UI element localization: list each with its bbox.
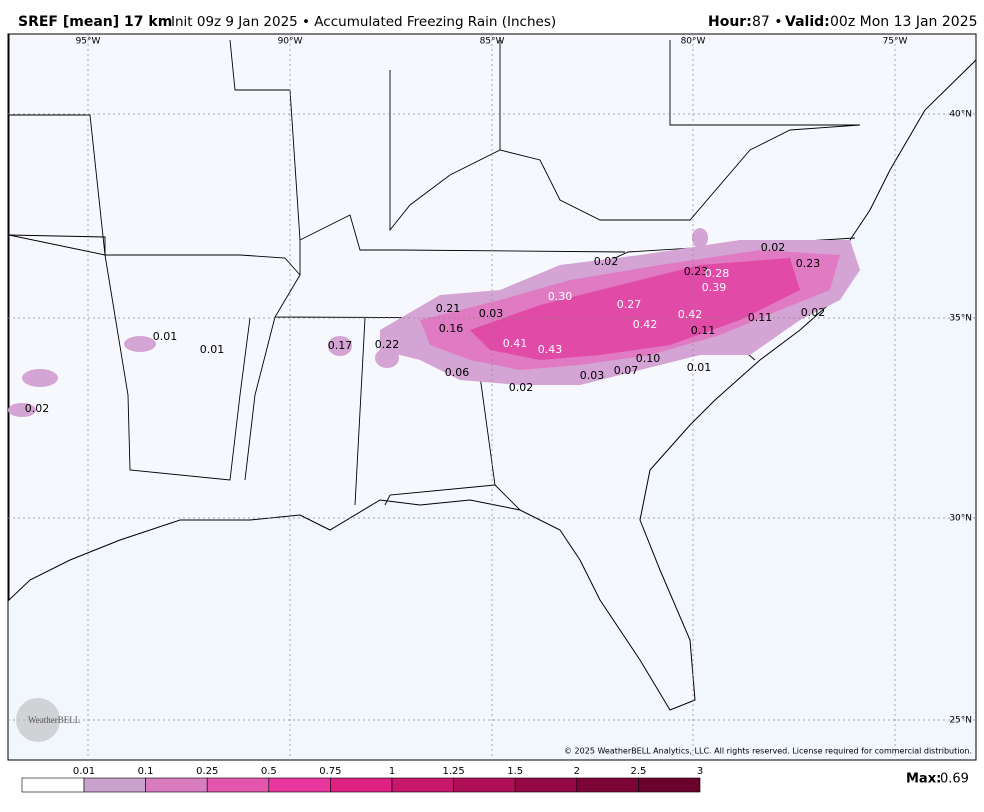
value-label: 0.02 <box>594 255 619 268</box>
legend-label: 2 <box>574 766 580 777</box>
value-label: 0.23 <box>684 265 709 278</box>
legend-swatch <box>576 777 639 793</box>
legend-swatch <box>268 777 331 793</box>
legend-label: 1.25 <box>442 766 464 777</box>
value-label: 0.23 <box>796 257 821 270</box>
value-label: 0.39 <box>702 281 727 294</box>
max-value: 0.69 <box>940 772 969 787</box>
max-label: Max: <box>906 772 941 787</box>
legend-label: 0.75 <box>319 766 341 777</box>
legend-swatch <box>145 777 208 793</box>
valid: 00z Mon 13 Jan 2025 <box>830 14 978 30</box>
value-label: 0.43 <box>538 343 563 356</box>
value-label: 0.27 <box>617 298 642 311</box>
value-label: 0.42 <box>633 318 658 331</box>
value-label: 0.11 <box>691 324 716 337</box>
longitude-label: 80°W <box>681 37 706 47</box>
value-label: 0.11 <box>748 311 773 324</box>
longitude-label: 95°W <box>76 37 101 47</box>
logo-mark <box>16 698 60 742</box>
freezing-rain-area <box>8 228 860 417</box>
value-label: 0.02 <box>25 402 50 415</box>
value-label: 0.03 <box>479 307 504 320</box>
legend-label: 1 <box>389 766 395 777</box>
legend-label: 0.25 <box>196 766 218 777</box>
value-label: 0.28 <box>705 267 730 280</box>
graticule: 95°W 90°W 85°W 80°W 75°W 40°N 35°N 30°N 25°N <box>8 34 976 760</box>
legend-swatch <box>83 777 146 793</box>
value-label: 0.22 <box>375 338 400 351</box>
value-label: 0.10 <box>636 352 661 365</box>
legend-label: 0.01 <box>73 766 95 777</box>
hour-label: Hour: <box>708 14 752 30</box>
copyright: © 2025 WeatherBELL Analytics, LLC. All r… <box>564 747 972 756</box>
value-label: 0.42 <box>678 308 703 321</box>
legend-swatch <box>638 777 701 793</box>
legend-label: 0.1 <box>138 766 154 777</box>
value-label: 0.01 <box>153 330 178 343</box>
latitude-label: 35°N <box>949 314 972 324</box>
legend-label: 3 <box>697 766 703 777</box>
legend-swatch <box>21 777 85 793</box>
value-label: 0.41 <box>503 337 528 350</box>
hour: 87 • <box>752 14 783 30</box>
value-label: 0.21 <box>436 302 461 315</box>
value-label: 0.02 <box>801 306 826 319</box>
logo: WeatherBELL <box>28 715 80 725</box>
legend-swatch <box>391 777 454 793</box>
legend-label: 1.5 <box>507 766 523 777</box>
legend: 0.01 0.1 0.25 0.5 0.75 1 1.25 1.5 2 2.5 3 <box>21 766 703 793</box>
value-label: 0.02 <box>509 381 534 394</box>
legend-label: 0.5 <box>261 766 277 777</box>
value-label: 0.01 <box>687 361 712 374</box>
longitude-label: 85°W <box>480 37 505 47</box>
valid-label: Valid: <box>785 14 830 30</box>
legend-swatch <box>206 777 270 793</box>
value-label: 0.01 <box>200 343 225 356</box>
value-label: 0.06 <box>445 366 470 379</box>
legend-label: 2.5 <box>630 766 646 777</box>
model-title: SREF [mean] 17 km <box>18 14 172 30</box>
value-label: 0.03 <box>580 369 605 382</box>
latitude-label: 30°N <box>949 514 972 524</box>
value-label: 0.07 <box>614 364 639 377</box>
value-label: 0.30 <box>548 290 573 303</box>
value-label: 0.02 <box>761 241 786 254</box>
legend-swatch <box>453 777 516 793</box>
legend-swatch <box>514 777 578 793</box>
value-label: 0.16 <box>439 322 464 335</box>
legend-swatch <box>330 777 393 793</box>
latitude-label: 40°N <box>949 110 972 120</box>
map: 95°W 90°W 85°W 80°W 75°W 40°N 35°N 30°N 25°N 0.0… <box>7 33 977 761</box>
latitude-label: 25°N <box>949 716 972 726</box>
longitude-label: 75°W <box>883 37 908 47</box>
longitude-label: 90°W <box>278 37 303 47</box>
value-labels: 0.020.020.230.280.230.390.300.270.21 0.03… <box>25 241 826 415</box>
description: Init 09z 9 Jan 2025 • Accumulated Freezi… <box>171 14 556 30</box>
value-label: 0.17 <box>328 339 353 352</box>
